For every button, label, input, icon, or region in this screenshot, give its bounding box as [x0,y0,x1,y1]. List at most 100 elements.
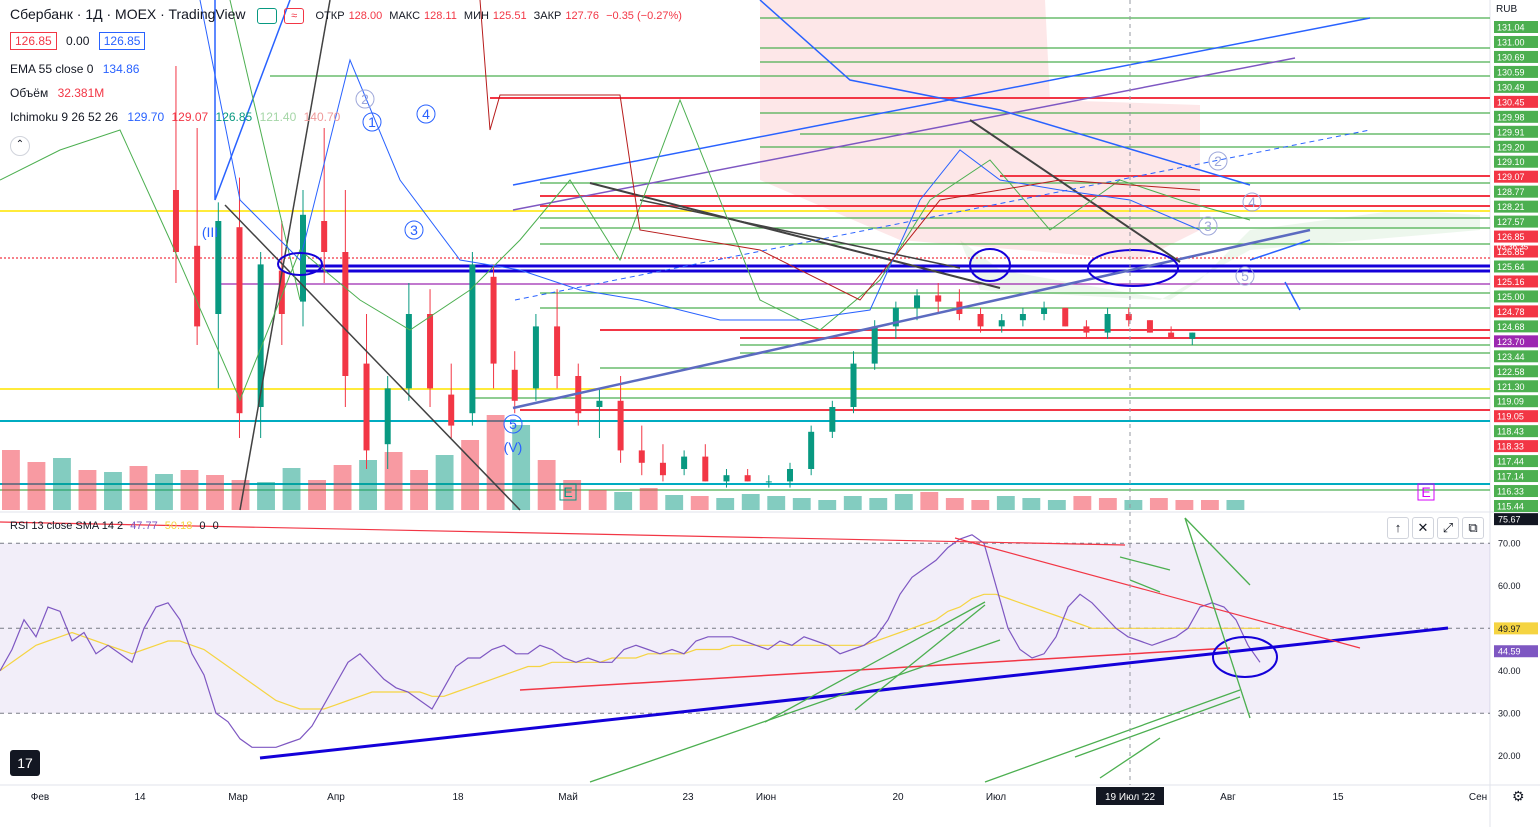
candle-body [638,450,645,463]
low-value: 125.51 [492,10,527,22]
ema-label[interactable]: EMA 55 close 0 [10,62,94,76]
trend-line [1284,281,1301,311]
price-axis-label-bg [1494,170,1538,183]
rsi-green-line [1099,737,1161,779]
rsi-green-line [1184,517,1251,719]
rsi-green-line [1129,579,1161,593]
rsi-axis-label: 60.00 [1498,581,1521,591]
volume-label[interactable]: Объём [10,86,49,100]
volume-bar [257,482,275,510]
price-axis-label-bg [1494,275,1538,288]
trend-line [969,119,1181,263]
price-axis-label: 126.85 [1497,247,1525,257]
price-axis-label-bg [1494,230,1538,243]
ichimoku-label[interactable]: Ichimoku 9 26 52 26 [10,110,119,124]
volume-bar [843,496,862,510]
volume-bar [971,500,990,510]
price-axis-label: 124.78 [1497,307,1525,317]
trend-line [214,0,291,201]
price-axis-label-bg [1494,425,1538,438]
eye-icon[interactable] [256,7,277,24]
time-axis-label: Сен [1469,792,1487,803]
rsi-value-label: 49.97 [1498,624,1521,634]
bid-box[interactable]: 126.85 [10,32,57,50]
close-pane-button[interactable]: ✕ [1412,517,1434,539]
candle-body [892,307,899,327]
maximize-pane-button[interactable]: ⤢ [1437,517,1459,539]
candle-body [786,469,793,482]
price-axis-label-bg [1494,290,1538,303]
rsi-axis-label: 30.00 [1498,708,1521,718]
price-axis-label: 128.77 [1497,187,1525,197]
price-axis-label: 130.69 [1497,52,1525,62]
candle-body [1189,332,1196,339]
price-axis-label-bg [1494,110,1538,123]
volume-bar [384,452,403,510]
rsi-label[interactable]: RSI 13 close SMA 14 2 [10,520,124,532]
wave-label: 5 [509,416,517,432]
candle-body [448,394,455,426]
candle-body [511,369,518,401]
price-axis-label: 117.14 [1497,472,1524,482]
pane-settings-button[interactable]: ⧉ [1462,517,1484,539]
price-axis-label: 130.59 [1497,67,1525,77]
candle-body [765,481,772,483]
settings-gear-icon[interactable]: ⚙ [1512,788,1525,804]
rsi-value-label-bg [1494,513,1538,526]
ichimoku-row: Ichimoku 9 26 52 26 129.70 129.07 126.85… [10,110,340,124]
candle-body [257,264,264,407]
candle-body [194,245,201,327]
close-value: 127.76 [565,10,600,22]
wave-circle [1235,266,1255,286]
volume-bar [180,470,199,510]
volume-bar [1047,500,1066,510]
collapse-icon[interactable]: ⌃ [10,136,30,156]
rsi-axis-label: 70.00 [1498,538,1521,548]
time-axis-label: Июл [986,792,1006,803]
price-axis-label-bg [1494,335,1538,348]
candle-body [723,475,730,482]
wave-icon[interactable]: ≈ [284,7,305,24]
price-axis-label-bg [1494,80,1538,93]
candle-body [681,456,688,469]
chikou-line [0,98,1251,402]
volume-bar [333,465,352,510]
candle-body [1019,314,1026,321]
tradingview-logo-icon: 17 [10,750,40,776]
ask-box[interactable]: 126.85 [98,32,146,50]
highlight-ellipse [1087,249,1179,287]
rsi-axis-label: 40.00 [1498,666,1521,676]
currency-label[interactable]: RUB [1496,4,1518,15]
candle-body [532,326,539,389]
volume-bar [2,450,20,510]
volume-bar [1124,500,1143,510]
ichimoku-cloud-red [760,0,1200,260]
candle-body [384,388,391,445]
trend-line [514,129,1371,301]
time-axis-label: Авг [1220,792,1236,803]
rsi-green-line [984,689,1241,783]
candle-body [1125,314,1132,321]
move-up-button[interactable]: ↑ [1387,517,1409,539]
volume-bar [27,462,46,510]
price-axis-label: 117.44 [1497,457,1524,467]
price-axis-label: 129.10 [1497,157,1525,167]
ichimoku-kijun: 129.07 [171,110,209,124]
volume-bar [308,480,326,510]
volume-bar [690,496,709,510]
price-axis-label-bg [1494,125,1538,138]
trend-line [224,204,521,511]
time-axis-label: 15 [1332,792,1344,803]
wave-label: (III [202,224,218,240]
event-box [559,483,577,501]
symbol-title[interactable]: Сбербанк · 1Д · MOEX · TradingView [10,6,246,22]
candle-body [215,221,222,314]
rsi-value-label-bg [1494,645,1538,658]
more-indicators[interactable]: ⌃ [10,136,30,156]
ichimoku-span-b: 140.70 [303,110,341,124]
high-value: 128.11 [424,10,457,22]
price-axis-label: 121.30 [1497,382,1525,392]
time-axis-label: 20 [892,792,904,803]
